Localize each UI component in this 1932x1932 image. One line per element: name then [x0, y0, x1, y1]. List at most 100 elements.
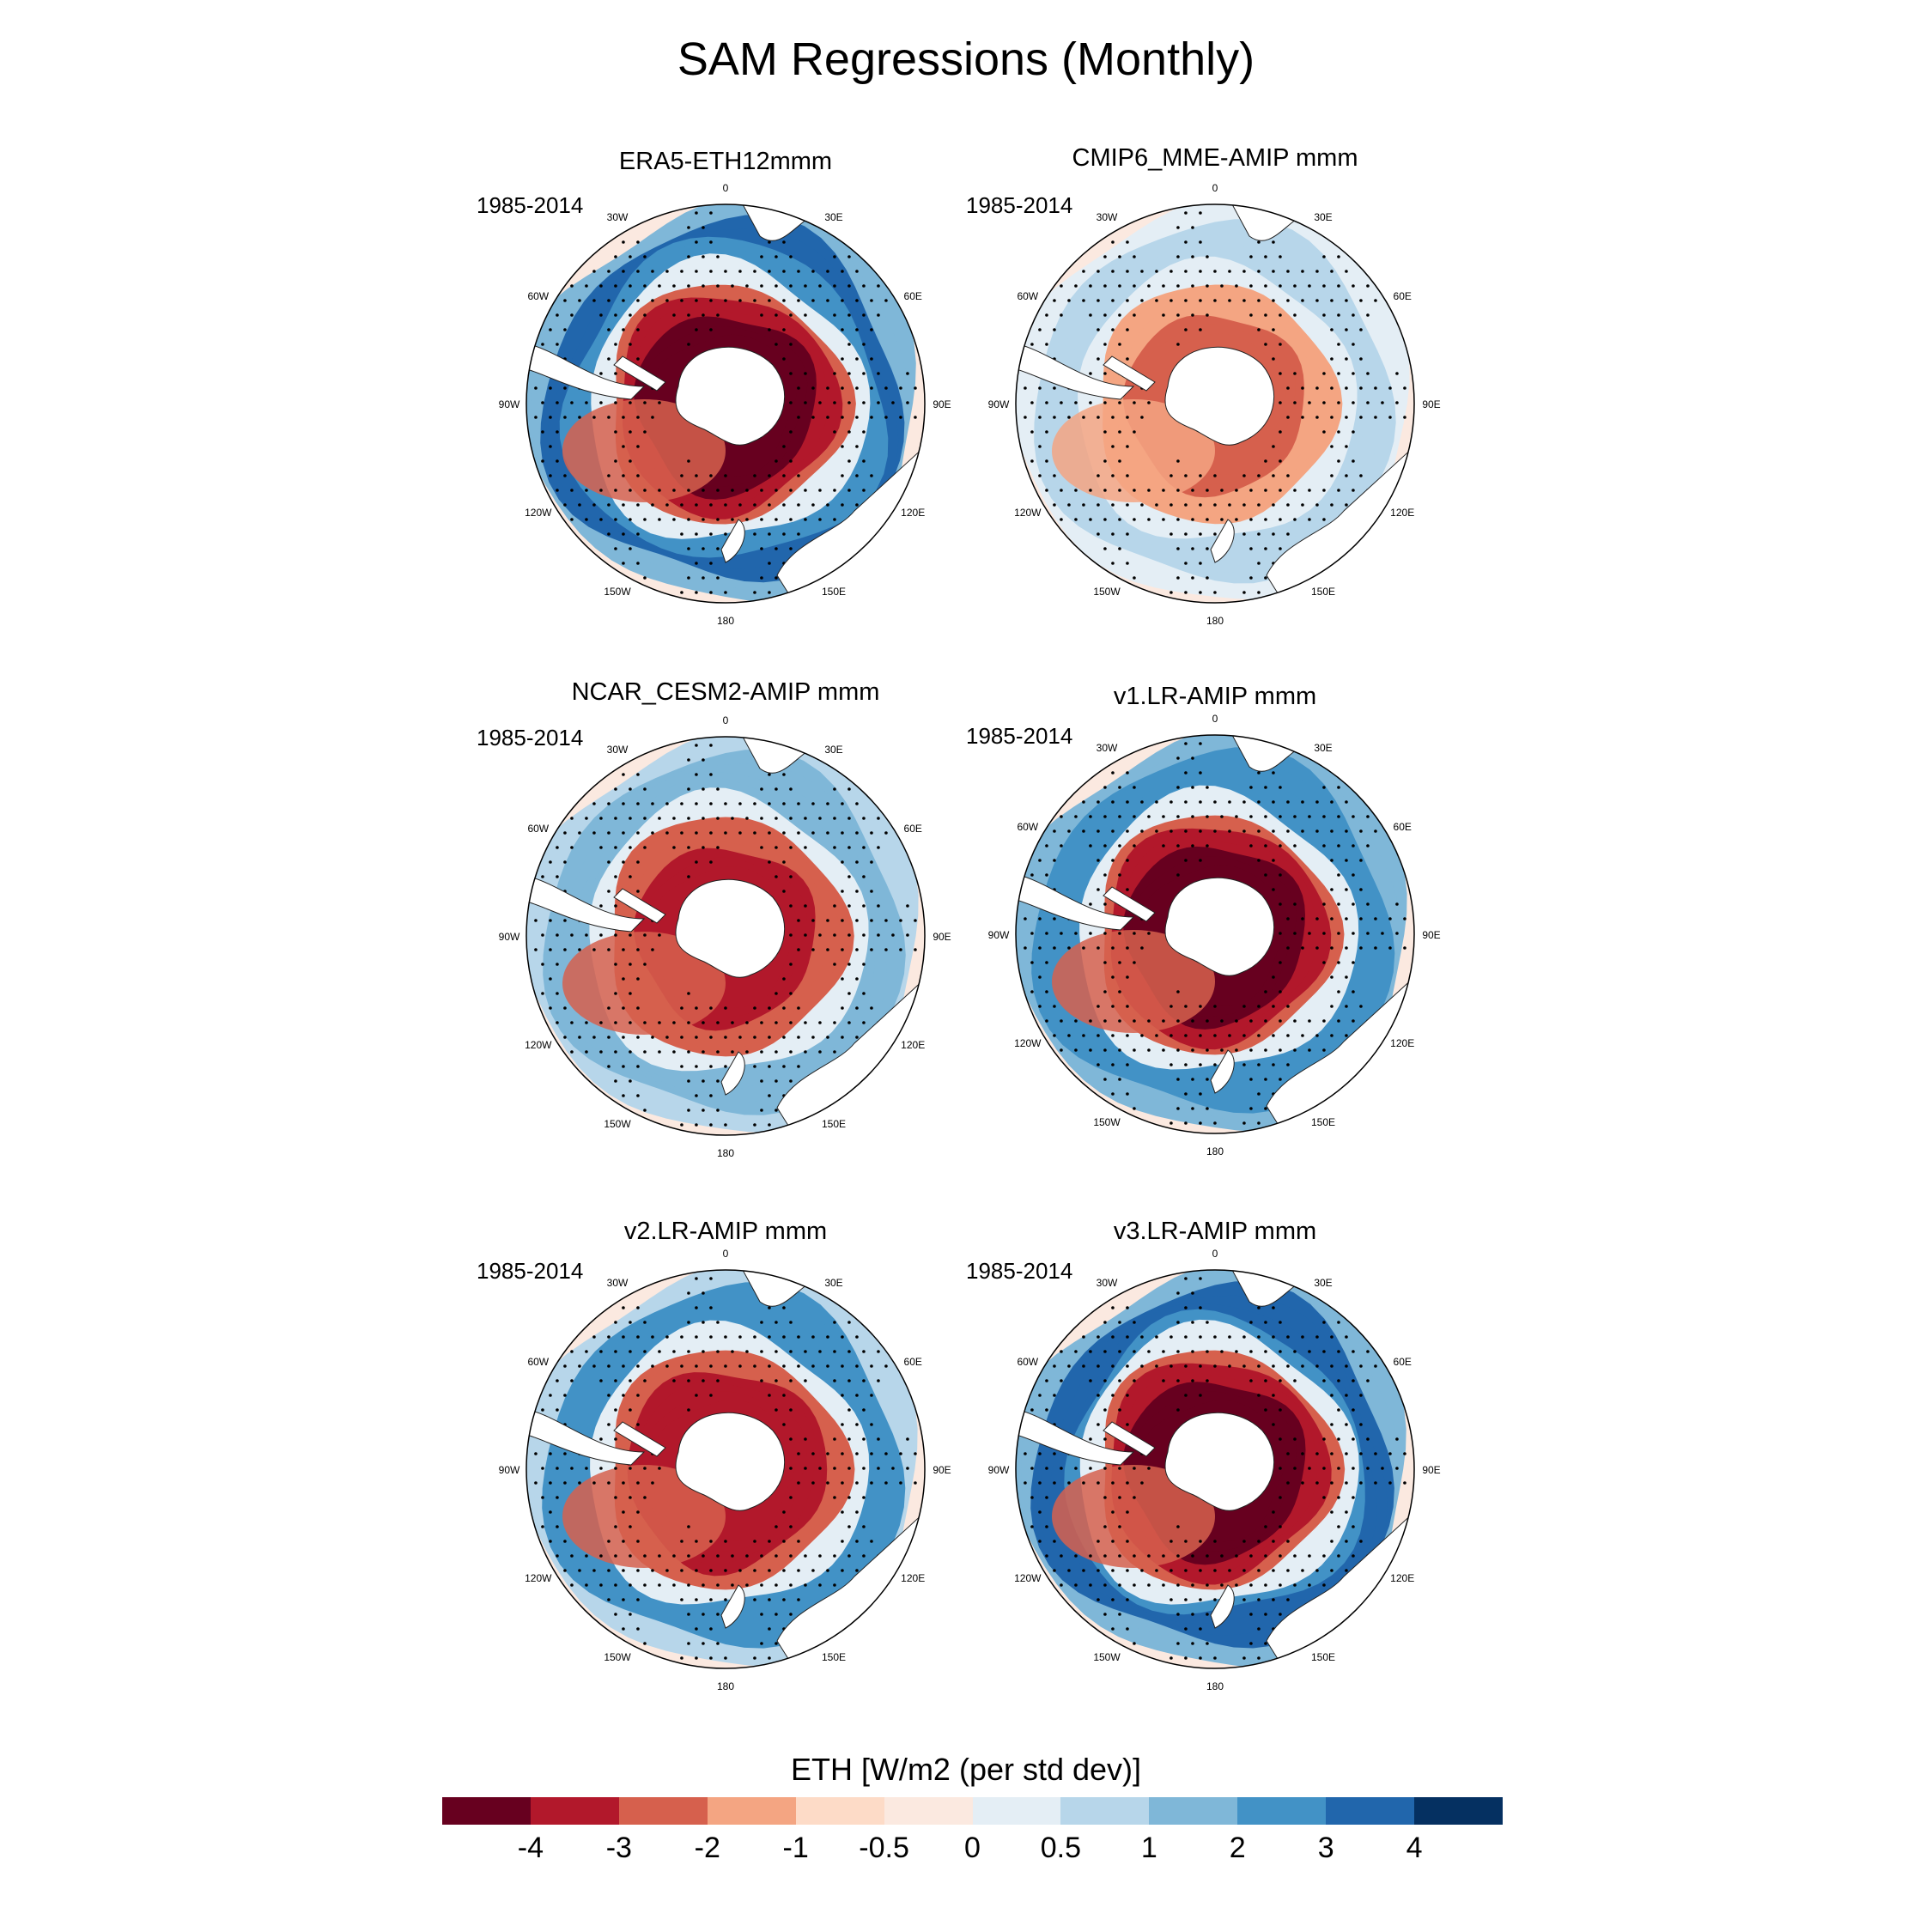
significance-dot — [622, 1510, 625, 1514]
significance-dot — [614, 401, 617, 404]
significance-dot — [1097, 299, 1100, 302]
significance-dot — [1264, 1408, 1267, 1412]
significance-dot — [906, 933, 909, 937]
significance-dot — [1103, 1408, 1107, 1412]
significance-dot — [848, 459, 851, 463]
significance-dot — [1184, 1005, 1188, 1008]
significance-dot — [1352, 284, 1355, 288]
significance-dot — [855, 802, 859, 805]
significance-dot — [760, 1379, 763, 1382]
significance-dot — [789, 547, 793, 550]
field-layer — [526, 204, 925, 603]
significance-dot — [768, 270, 771, 273]
significance-dot — [1308, 1554, 1311, 1558]
significance-dot — [1176, 1350, 1180, 1353]
significance-dot — [1352, 873, 1355, 877]
significance-dot — [1097, 1394, 1100, 1397]
significance-dot — [1293, 401, 1297, 404]
significance-dot — [1097, 1598, 1100, 1601]
significance-dot — [702, 1291, 705, 1295]
significance-dot — [1191, 1583, 1194, 1587]
significance-dot — [1176, 756, 1180, 760]
significance-dot — [629, 489, 632, 492]
significance-dot — [1089, 489, 1092, 492]
significance-dot — [716, 313, 720, 317]
significance-dot — [1133, 786, 1136, 789]
significance-dot — [1315, 299, 1319, 302]
significance-dot — [607, 328, 611, 331]
significance-dot — [1257, 328, 1261, 331]
significance-dot — [1366, 844, 1370, 848]
significance-dot — [1038, 1452, 1042, 1455]
significance-dot — [1126, 562, 1129, 565]
significance-dot — [716, 1613, 720, 1616]
significance-dot — [862, 904, 866, 908]
significance-dot — [1162, 518, 1165, 521]
significance-dot — [1191, 547, 1194, 550]
significance-dot — [592, 802, 596, 805]
significance-dot — [1213, 1121, 1217, 1125]
significance-dot — [1345, 357, 1348, 361]
significance-dot — [1206, 1019, 1209, 1023]
longitude-label: 90W — [499, 398, 520, 410]
significance-dot — [1126, 1627, 1129, 1631]
significance-dot — [753, 270, 756, 273]
significance-dot — [702, 1109, 705, 1112]
field-layer — [526, 1270, 925, 1668]
significance-dot — [1133, 1467, 1136, 1470]
significance-dot — [1228, 1335, 1231, 1339]
significance-dot — [1352, 932, 1355, 935]
significance-dot — [855, 831, 859, 835]
significance-dot — [1162, 1583, 1165, 1587]
significance-dot — [789, 1021, 793, 1024]
significance-dot — [687, 992, 690, 995]
significance-dot — [1315, 503, 1319, 507]
colorbar-tick-label: -3 — [605, 1832, 632, 1864]
significance-dot — [651, 1335, 654, 1339]
significance-dot — [629, 1583, 632, 1587]
significance-dot — [1286, 1481, 1290, 1485]
significance-dot — [1103, 1078, 1107, 1081]
significance-dot — [607, 890, 611, 893]
significance-dot — [782, 831, 786, 835]
significance-dot — [745, 817, 749, 820]
significance-dot — [1074, 1350, 1078, 1353]
longitude-label: 60E — [1394, 821, 1412, 833]
significance-dot — [884, 919, 888, 922]
significance-dot — [1257, 1121, 1261, 1125]
significance-dot — [1184, 1092, 1188, 1096]
significance-dot — [789, 255, 793, 258]
significance-dot — [1045, 873, 1048, 877]
significance-dot — [672, 1021, 676, 1024]
significance-dot — [1126, 1540, 1129, 1543]
significance-dot — [1155, 800, 1158, 804]
significance-dot — [768, 860, 771, 864]
significance-dot — [855, 890, 859, 893]
significance-dot — [622, 1540, 625, 1543]
significance-dot — [768, 1627, 771, 1631]
significance-dot — [556, 430, 559, 434]
significance-dot — [841, 1394, 844, 1397]
significance-dot — [1176, 786, 1180, 789]
significance-dot — [687, 1379, 690, 1382]
significance-dot — [563, 328, 567, 331]
significance-dot — [1352, 489, 1355, 492]
significance-dot — [672, 817, 676, 820]
significance-dot — [570, 518, 574, 521]
significance-dot — [672, 284, 676, 288]
significance-dot — [1330, 1423, 1334, 1426]
significance-dot — [563, 1452, 567, 1455]
significance-dot — [855, 328, 859, 331]
significance-dot — [789, 904, 793, 908]
significance-dot — [1352, 343, 1355, 346]
significance-dot — [760, 1321, 763, 1324]
significance-dot — [818, 1554, 822, 1558]
significance-dot — [636, 474, 640, 477]
significance-dot — [870, 1540, 873, 1543]
significance-dot — [1279, 1408, 1282, 1412]
significance-dot — [833, 1350, 836, 1353]
significance-dot — [1082, 1335, 1085, 1339]
significance-dot — [687, 1079, 690, 1083]
significance-dot — [1103, 313, 1107, 317]
significance-dot — [1126, 859, 1129, 862]
